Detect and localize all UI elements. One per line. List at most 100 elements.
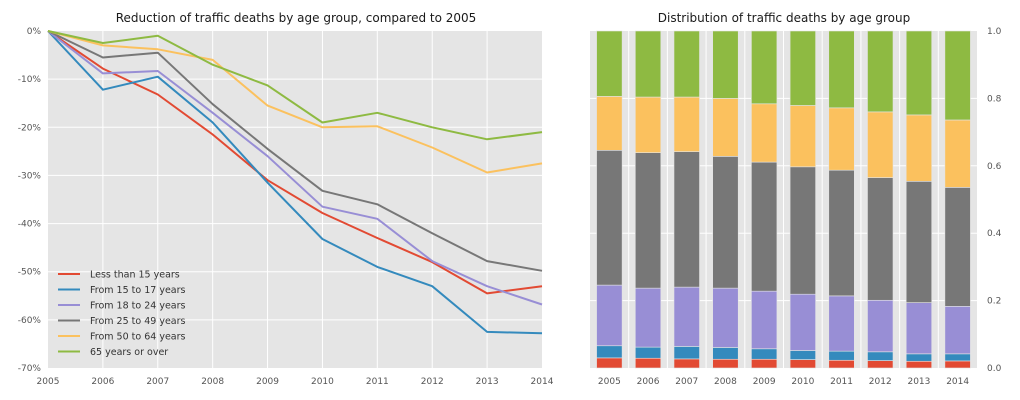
bar-segment <box>905 181 933 303</box>
line-chart-y-tick-label: -20% <box>18 123 42 133</box>
bar-chart-x-tick-label: 2008 <box>714 377 737 387</box>
bar-chart-x-tick-label: 2012 <box>869 377 892 387</box>
bar-segment <box>712 30 739 99</box>
bar-chart-y-tick-label: 0.8 <box>987 94 1002 104</box>
bar-chart-x-tick-label: 2006 <box>637 377 660 387</box>
bar-segment <box>828 359 855 369</box>
bar-chart-x-tick-label: 2011 <box>830 377 853 387</box>
line-chart-x-tick-label: 2011 <box>366 377 389 387</box>
bar-segment <box>751 358 778 369</box>
bar-segment <box>828 107 855 171</box>
line-chart-y-tick-label: 0% <box>27 27 42 37</box>
bar-chart-bars <box>596 30 971 369</box>
bar-chart-title: Distribution of traffic deaths by age gr… <box>658 11 911 25</box>
bar-chart-x-tick-labels: 2005 2006 2007 2008 2009 2010 2011 2012 2013 2014 <box>598 377 969 387</box>
bar-segment <box>596 30 623 97</box>
bar-segment <box>712 287 739 348</box>
bar-chart-y-tick-label: 0.0 <box>987 364 1002 374</box>
line-chart-title: Reduction of traffic deaths by age group… <box>116 11 477 25</box>
bar-segment <box>596 345 623 359</box>
bar-segment <box>828 295 855 352</box>
line-chart-y-tick-label: -30% <box>18 171 42 181</box>
bar-segment <box>596 150 623 286</box>
bar-segment <box>634 152 662 289</box>
bar-segment <box>789 105 816 168</box>
bar-segment <box>634 287 662 348</box>
bar-segment <box>751 348 778 360</box>
bar-segment <box>867 30 894 113</box>
line-chart-x-tick-label: 2006 <box>91 377 114 387</box>
line-chart-x-tick-label: 2010 <box>311 377 334 387</box>
bar-segment <box>867 111 894 178</box>
bar-segment <box>867 299 894 353</box>
line-chart-y-tick-label: -40% <box>18 220 42 230</box>
bar-segment <box>944 119 971 188</box>
bar-segment <box>673 286 700 347</box>
bar-segment <box>751 161 778 292</box>
bar-chart-y-tick-label: 0.2 <box>987 297 1001 307</box>
bar-segment <box>673 151 700 288</box>
bar-segment <box>867 351 894 361</box>
bar-segment <box>905 302 933 355</box>
bar-segment <box>944 30 971 121</box>
line-chart-x-tick-label: 2009 <box>256 377 279 387</box>
legend-label: 65 years or over <box>90 347 168 358</box>
line-chart-x-tick-label: 2013 <box>476 377 499 387</box>
bar-chart-y-tick-labels: 0.0 0.2 0.4 0.6 0.8 1.0 <box>987 27 1002 374</box>
bar-chart-x-tick-label: 2005 <box>598 377 621 387</box>
bar-segment <box>712 358 739 369</box>
stacked-bar-chart: Distribution of traffic deaths by age gr… <box>590 11 1002 387</box>
bar-segment <box>751 30 778 105</box>
bar-segment <box>634 346 662 359</box>
bar-chart-y-tick-label: 1.0 <box>987 27 1002 37</box>
line-series-1 <box>47 30 543 295</box>
bar-segment <box>944 353 971 362</box>
line-chart-y-tick-labels: 0% -10% -20% -30% -40% -50% -60% -70% <box>18 27 42 374</box>
line-series-4 <box>47 30 543 272</box>
bar-segment <box>828 350 855 361</box>
line-chart-x-tick-label: 2014 <box>531 377 554 387</box>
bar-segment <box>828 30 855 109</box>
line-series-6 <box>47 30 543 141</box>
bar-chart-x-tick-label: 2014 <box>946 377 969 387</box>
line-chart-x-tick-label: 2008 <box>201 377 224 387</box>
bar-segment <box>944 360 971 369</box>
bar-segment <box>634 357 662 369</box>
bar-segment <box>789 166 816 295</box>
line-chart-plot-area <box>48 31 542 368</box>
bar-segment <box>712 98 739 157</box>
line-chart-legend: Less than 15 years From 15 to 17 years Fro… <box>58 270 186 358</box>
line-chart-series <box>47 30 543 335</box>
bar-segment <box>905 30 933 116</box>
bar-segment <box>905 114 933 182</box>
bar-segment <box>751 103 778 163</box>
bar-segment <box>596 357 623 369</box>
bar-segment <box>944 306 971 355</box>
bar-segment <box>789 359 816 369</box>
bar-segment <box>673 346 700 360</box>
bar-chart-y-tick-label: 0.4 <box>987 229 1002 239</box>
bar-segment <box>905 360 933 369</box>
line-series-5 <box>47 30 543 174</box>
bar-chart-x-tick-label: 2013 <box>907 377 930 387</box>
line-chart-x-tick-labels: 2005 2006 2007 2008 2009 2010 2011 2012 2013 2014 <box>37 377 554 387</box>
line-chart-y-tick-label: -50% <box>18 268 42 278</box>
bar-segment <box>905 353 933 362</box>
line-chart-y-tick-label: -10% <box>18 75 42 85</box>
bar-segment <box>673 358 700 369</box>
bar-segment <box>596 96 623 151</box>
bar-segment <box>789 293 816 351</box>
bar-chart-x-tick-label: 2010 <box>791 377 814 387</box>
bar-segment <box>789 30 816 106</box>
legend-label: From 15 to 17 years <box>90 285 186 296</box>
line-chart-x-tick-label: 2012 <box>421 377 444 387</box>
legend-label: Less than 15 years <box>90 270 180 281</box>
line-chart-y-tick-label: -60% <box>18 316 42 326</box>
bar-segment <box>867 360 894 369</box>
legend-label: From 50 to 64 years <box>90 332 186 343</box>
line-chart-x-tick-label: 2007 <box>146 377 169 387</box>
bar-chart-x-tick-label: 2009 <box>753 377 776 387</box>
legend-label: From 25 to 49 years <box>90 316 186 327</box>
bar-segment <box>596 284 623 347</box>
